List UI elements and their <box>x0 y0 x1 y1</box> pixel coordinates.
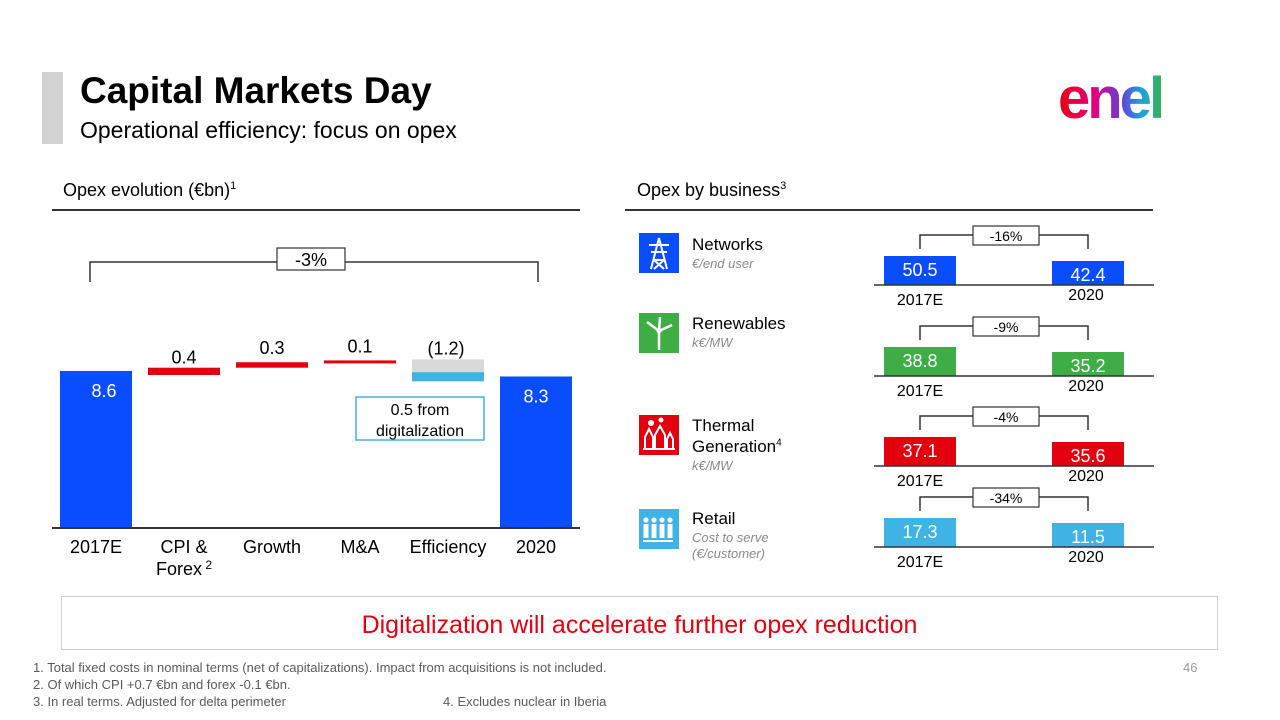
category-label-2: Growth <box>243 537 301 557</box>
thermal-label-line2: Generation4 <box>692 437 782 456</box>
networks-bar-1 <box>1052 261 1124 285</box>
retail-bar-0 <box>884 518 956 547</box>
retail-unit-line1: Cost to serve <box>692 530 769 545</box>
networks-value-0: 50.5 <box>902 260 937 280</box>
thermal-year-0: 2017E <box>897 473 943 490</box>
renewables-value-1: 35.2 <box>1070 356 1105 376</box>
renewables-bar-0 <box>884 347 956 376</box>
networks-change-box <box>972 225 1040 246</box>
thermal-unit: k€/MW <box>692 458 733 473</box>
digitalization-callout-line1: 0.5 from <box>391 402 450 419</box>
bar-3 <box>324 360 396 364</box>
retail-label: Retail <box>692 509 736 528</box>
bar-4-digital <box>412 372 484 382</box>
bar-label-0: 8.6 <box>91 381 116 401</box>
thermal-change-box <box>972 406 1040 427</box>
renewables-change-box <box>972 316 1040 337</box>
opex-by-business-chart: -16% 50.5 42.4 2017E 2020 -9% 38.8 35.2 2017E 202… <box>874 225 1154 571</box>
retail-bar-1 <box>1052 523 1124 547</box>
category-label-4: Efficiency <box>410 537 487 557</box>
thermal-value-1: 35.6 <box>1070 446 1105 466</box>
bar-0 <box>60 371 132 528</box>
networks-change: -16% <box>990 228 1023 244</box>
footnote-1: 1. Total fixed costs in nominal terms (n… <box>33 660 607 675</box>
renewables-label: Renewables <box>692 314 786 333</box>
renewables-year-1: 2020 <box>1068 378 1104 395</box>
retail-value-1: 11.5 <box>1071 527 1105 547</box>
enel-logo: enel <box>1058 70 1165 126</box>
bar-label-4: (1.2) <box>427 338 464 358</box>
wind-turbine-icon <box>639 313 679 353</box>
customers-icon <box>639 509 679 549</box>
category-label-3: M&A <box>340 537 379 557</box>
networks-year-0: 2017E <box>897 292 943 309</box>
retail-unit-line2: (€/customer) <box>692 546 765 561</box>
category-label-1: CPI & <box>160 537 207 557</box>
bar-1 <box>148 367 220 375</box>
power-plant-icon <box>639 415 679 455</box>
bar-label-1: 0.4 <box>171 348 196 368</box>
thermal-bar-1 <box>1052 442 1124 466</box>
bar-2 <box>236 362 308 368</box>
svg-text:enel: enel <box>1058 70 1162 126</box>
renewables-year-0: 2017E <box>897 383 943 400</box>
digitalization-callout-line2: digitalization <box>376 423 464 440</box>
page-title: Capital Markets Day <box>80 70 432 111</box>
retail-year-1: 2020 <box>1068 549 1104 566</box>
networks-unit: €/end user <box>692 256 754 271</box>
networks-year-1: 2020 <box>1068 287 1104 304</box>
renewables-unit: k€/MW <box>692 335 733 350</box>
bar-label-3: 0.1 <box>347 336 372 356</box>
page-subtitle: Operational efficiency: focus on opex <box>80 117 457 143</box>
renewables-value-0: 38.8 <box>902 351 937 371</box>
right-heading-rule <box>625 209 1153 211</box>
thermal-value-0: 37.1 <box>902 441 937 461</box>
digitalization-callout-box <box>355 396 485 441</box>
thermal-bar-0 <box>884 437 956 466</box>
bar-label-5: 8.3 <box>523 386 548 406</box>
networks-label: Networks <box>692 235 763 254</box>
retail-value-0: 17.3 <box>902 522 937 542</box>
renewables-change: -9% <box>994 319 1019 335</box>
retail-change: -34% <box>990 490 1023 506</box>
category-label-5: 2020 <box>516 537 556 557</box>
thermal-year-1: 2020 <box>1068 468 1104 485</box>
page-number: 46 <box>1183 660 1198 675</box>
bar-4-other <box>412 359 484 373</box>
retail-change-box <box>972 487 1040 508</box>
renewables-bar-1 <box>1052 352 1124 376</box>
change-box <box>276 247 346 271</box>
networks-bar-0 <box>884 256 956 285</box>
thermal-change: -4% <box>994 409 1019 425</box>
opex-evolution-heading: Opex evolution (€bn)1 <box>63 180 237 200</box>
change-label: -3% <box>295 250 327 270</box>
conclusion-banner: Digitalization will accelerate further o… <box>61 596 1218 650</box>
thermal-label-line1: Thermal <box>692 416 755 435</box>
opex-waterfall-chart: 8.6 0.4 0.3 0.1 (1.2) 8.3 2017E CPI &Forex 2 Gro… <box>52 247 580 579</box>
category-label-0: 2017E <box>70 537 122 557</box>
footnote-3: 3. In real terms. Adjusted for delta per… <box>33 694 286 709</box>
category-label-1-line2: Forex 2 <box>156 558 212 579</box>
footnote-2: 2. Of which CPI +0.7 €bn and forex -0.1 … <box>33 677 291 692</box>
left-heading-rule <box>52 209 580 211</box>
bar-label-2: 0.3 <box>259 338 284 358</box>
title-accent-bar <box>42 72 63 144</box>
transmission-tower-icon <box>639 233 679 273</box>
retail-year-0: 2017E <box>897 554 943 571</box>
opex-by-business-heading: Opex by business3 <box>637 180 787 200</box>
footnote-4: 4. Excludes nuclear in Iberia <box>443 694 607 709</box>
networks-value-1: 42.4 <box>1070 265 1105 285</box>
bar-5 <box>500 376 572 528</box>
